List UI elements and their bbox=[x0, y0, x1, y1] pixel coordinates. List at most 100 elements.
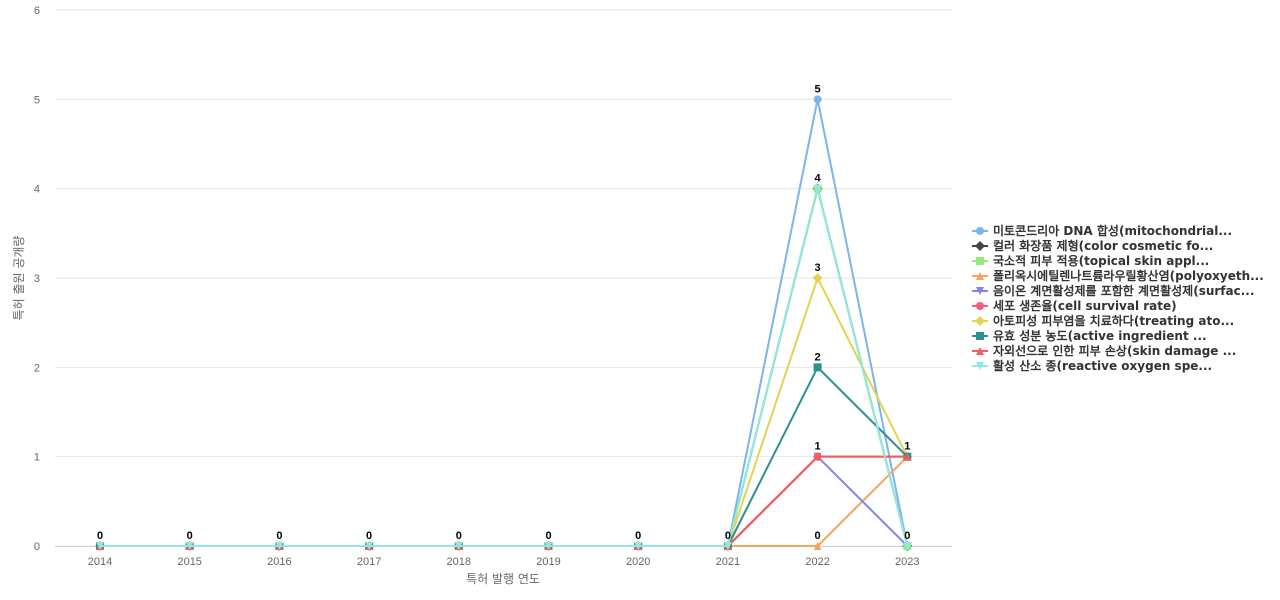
legend-marker bbox=[976, 347, 984, 355]
data-label: 0 bbox=[97, 530, 103, 542]
data-label: 0 bbox=[904, 530, 910, 542]
x-axis-ticks: 2014 2015 2016 2017 2018 2019 2020 2021 2022 2023 bbox=[88, 556, 920, 568]
data-point bbox=[365, 542, 374, 550]
series-line bbox=[100, 455, 908, 547]
legend-label: 음이온 계면활성제를 포함한 계면활성제(surfac... bbox=[993, 283, 1254, 298]
y-tick-label: 6 bbox=[34, 5, 40, 17]
legend-label: 유효 성분 농도(active ingredient ... bbox=[993, 329, 1207, 343]
legend-label: 국소적 피부 적용(topical skin appl... bbox=[993, 253, 1209, 268]
series-group bbox=[95, 95, 913, 551]
data-point bbox=[813, 184, 822, 193]
x-tick-label: 2019 bbox=[536, 556, 560, 568]
legend: 미토콘드리아 DNA 합성(mitochondrial...컬러 화장품 제형(… bbox=[972, 223, 1264, 373]
data-point bbox=[634, 542, 643, 550]
data-label: 2 bbox=[815, 351, 821, 363]
legend-item: 활성 산소 종(reactive oxygen spe... bbox=[972, 358, 1212, 373]
legend-item: 자외선으로 인한 피부 손상(skin damage ... bbox=[972, 343, 1236, 358]
x-tick-label: 2023 bbox=[895, 556, 919, 568]
series bbox=[96, 452, 912, 550]
data-point bbox=[903, 452, 912, 461]
series-line bbox=[100, 98, 909, 547]
y-tick-label: 2 bbox=[34, 362, 40, 374]
x-tick-label: 2017 bbox=[357, 556, 381, 568]
data-label: 0 bbox=[187, 530, 193, 542]
data-label: 0 bbox=[815, 530, 821, 542]
y-tick-label: 5 bbox=[34, 94, 40, 106]
legend-marker bbox=[976, 332, 984, 340]
series bbox=[95, 273, 913, 551]
legend-label: 세포 생존율(cell survival rate) bbox=[993, 298, 1177, 313]
legend-marker bbox=[976, 362, 984, 370]
x-tick-label: 2020 bbox=[626, 556, 650, 568]
legend-label: 활성 산소 종(reactive oxygen spe... bbox=[993, 358, 1212, 373]
data-label: 0 bbox=[725, 530, 731, 542]
legend-label: 폴리옥시에틸렌나트륨라우릴황산염(polyoxyeth... bbox=[993, 268, 1264, 283]
series bbox=[96, 452, 912, 550]
data-point bbox=[813, 542, 822, 550]
data-label: 0 bbox=[545, 530, 551, 542]
legend-item: 아토피성 피부염을 치료하다(treating ato... bbox=[972, 313, 1234, 328]
data-point bbox=[544, 542, 553, 550]
y-axis-ticks: 0 1 2 3 4 5 6 bbox=[34, 5, 40, 553]
data-point bbox=[185, 542, 194, 550]
data-label: 4 bbox=[815, 173, 822, 185]
legend-marker bbox=[975, 241, 985, 251]
y-tick-label: 3 bbox=[34, 273, 40, 285]
legend-item: 국소적 피부 적용(topical skin appl... bbox=[972, 253, 1209, 268]
data-point bbox=[723, 542, 732, 550]
data-point bbox=[903, 542, 912, 550]
x-tick-label: 2018 bbox=[447, 556, 471, 568]
series-line bbox=[100, 455, 909, 547]
data-point bbox=[275, 542, 284, 550]
x-tick-label: 2016 bbox=[267, 556, 291, 568]
data-label: 0 bbox=[366, 530, 372, 542]
legend-item: 세포 생존율(cell survival rate) bbox=[972, 298, 1177, 313]
x-axis-title: 특허 발행 연도 bbox=[466, 571, 540, 586]
series-line bbox=[100, 455, 909, 547]
legend-item: 폴리옥시에틸렌나트륨라우릴황산염(polyoxyeth... bbox=[972, 268, 1264, 283]
legend-label: 아토피성 피부염을 치료하다(treating ato... bbox=[993, 313, 1234, 328]
legend-label: 미토콘드리아 DNA 합성(mitochondrial... bbox=[993, 223, 1232, 238]
series-line bbox=[100, 187, 909, 547]
data-point bbox=[813, 452, 822, 461]
series-line bbox=[100, 277, 909, 547]
data-label: 0 bbox=[456, 530, 462, 542]
data-label: 5 bbox=[815, 83, 821, 95]
data-label: 3 bbox=[815, 262, 821, 274]
y-tick-label: 0 bbox=[34, 541, 40, 553]
data-label: 1 bbox=[815, 441, 821, 453]
series bbox=[96, 95, 912, 550]
data-labels: 0 0 0 0 0 0 0 0 5 4 3 2 1 0 1 0 bbox=[97, 83, 910, 542]
legend-marker bbox=[975, 316, 985, 326]
series bbox=[96, 452, 912, 550]
legend-item: 컬러 화장품 제형(color cosmetic fo... bbox=[972, 238, 1213, 253]
y-tick-label: 4 bbox=[34, 184, 40, 196]
legend-label: 컬러 화장품 제형(color cosmetic fo... bbox=[993, 238, 1213, 253]
x-tick-label: 2022 bbox=[805, 556, 829, 568]
data-point bbox=[812, 273, 823, 283]
x-tick-label: 2014 bbox=[88, 556, 112, 568]
legend-item: 음이온 계면활성제를 포함한 계면활성제(surfac... bbox=[972, 283, 1254, 298]
series bbox=[96, 452, 912, 550]
legend-marker bbox=[976, 227, 984, 235]
data-point bbox=[813, 95, 822, 104]
legend-marker bbox=[976, 287, 984, 295]
series-line bbox=[100, 455, 908, 547]
data-label: 0 bbox=[635, 530, 641, 542]
data-point bbox=[454, 542, 463, 550]
legend-item: 미토콘드리아 DNA 합성(mitochondrial... bbox=[972, 223, 1232, 238]
legend-label: 자외선으로 인한 피부 손상(skin damage ... bbox=[993, 343, 1236, 358]
legend-marker bbox=[976, 272, 984, 280]
y-axis-title: 특허 출원 공개량 bbox=[12, 236, 26, 321]
data-label: 0 bbox=[276, 530, 282, 542]
legend-item: 유효 성분 농도(active ingredient ... bbox=[972, 329, 1207, 343]
gridlines bbox=[55, 9, 952, 547]
x-tick-label: 2021 bbox=[716, 556, 740, 568]
data-point bbox=[813, 363, 822, 372]
legend-marker bbox=[976, 257, 984, 265]
series bbox=[96, 184, 912, 550]
x-tick-label: 2015 bbox=[177, 556, 201, 568]
data-point bbox=[96, 542, 104, 550]
y-tick-label: 1 bbox=[34, 452, 40, 464]
